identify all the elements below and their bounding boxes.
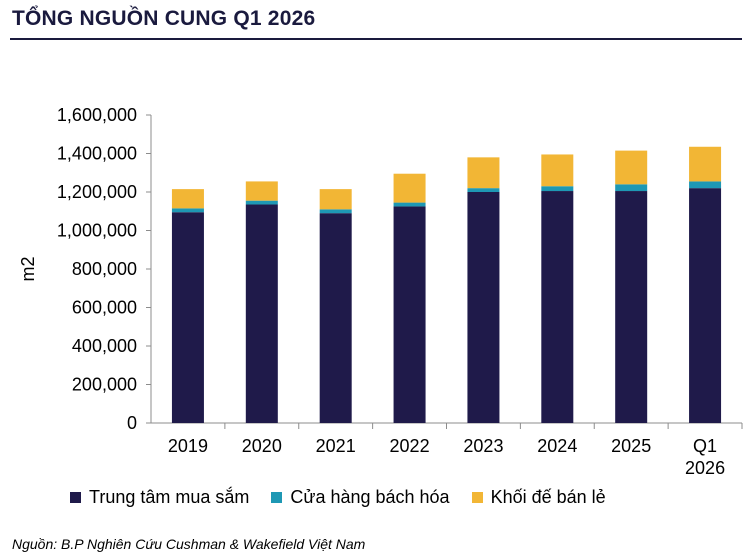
legend-swatch-shopping-mall [70, 492, 81, 503]
source-note: Nguồn: B.P Nghiên Cứu Cushman & Wakefiel… [12, 536, 366, 552]
legend-item-shopping-mall: Trung tâm mua sắm [70, 487, 249, 508]
bar-segment-retail-podium [615, 150, 648, 185]
legend-label-shopping-mall: Trung tâm mua sắm [89, 487, 250, 507]
y-tick-label: 1,400,000 [57, 144, 137, 164]
bar-segment-shopping-mall [319, 213, 352, 423]
y-tick-label: 800,000 [72, 259, 137, 279]
page-title: TỔNG NGUỒN CUNG Q1 2026 [12, 7, 316, 30]
x-tick-label: 2024 [537, 436, 577, 456]
bar-chart: 0 200,000 400,000 600,000 800,000 1,000,000 1,… [18, 105, 743, 478]
y-tick-label: 600,000 [72, 298, 137, 318]
y-tick-label: 1,200,000 [57, 182, 137, 202]
bar-segment-department-store [245, 200, 278, 205]
y-axis-title: m2 [18, 256, 38, 281]
bar-segment-retail-podium [393, 173, 426, 203]
x-tick-label: 2021 [316, 436, 356, 456]
y-tick-label: 1,000,000 [57, 221, 137, 241]
chart-legend: Trung tâm mua sắm Cửa hàng bách hóa Khối… [70, 487, 628, 508]
bar-segment-shopping-mall [393, 206, 426, 423]
x-tick-label: 2023 [463, 436, 503, 456]
bar-segment-retail-podium [171, 189, 204, 209]
bar-segment-department-store [615, 184, 648, 192]
y-tick-label: 1,600,000 [57, 105, 137, 125]
bar-segment-retail-podium [245, 181, 278, 201]
bar-segment-shopping-mall [245, 204, 278, 423]
x-tick-label: 2019 [168, 436, 208, 456]
bar-segment-shopping-mall [467, 192, 500, 423]
bar-segment-shopping-mall [171, 212, 204, 423]
legend-swatch-department-store [271, 492, 283, 503]
x-tick-label: 2025 [611, 436, 651, 456]
legend-swatch-retail-podium [471, 492, 483, 503]
legend-label-department-store: Cửa hàng bách hóa [290, 487, 450, 507]
bar-segment-shopping-mall [541, 191, 574, 423]
bar-segment-department-store [393, 202, 426, 207]
legend-label-retail-podium: Khối đế bán lẻ [490, 487, 606, 507]
x-tick-label: 2020 [242, 436, 282, 456]
title-underline [10, 38, 742, 40]
bar-segment-department-store [171, 208, 204, 213]
bar-segment-retail-podium [319, 189, 352, 210]
y-tick-label: 400,000 [72, 336, 137, 356]
bar-segment-shopping-mall [689, 188, 722, 423]
y-tick-label: 0 [127, 413, 137, 433]
bar-segment-retail-podium [467, 157, 500, 189]
legend-item-department-store: Cửa hàng bách hóa [271, 487, 450, 508]
bar-segment-retail-podium [689, 146, 722, 182]
bar-segment-department-store [541, 186, 574, 192]
x-tick-label: Q1 [693, 436, 717, 456]
bar-segment-department-store [467, 188, 500, 192]
bar-segment-department-store [689, 181, 722, 189]
bar-segment-department-store [319, 209, 352, 214]
legend-item-retail-podium: Khối đế bán lẻ [471, 487, 606, 508]
y-tick-label: 200,000 [72, 375, 137, 395]
bar-segment-shopping-mall [615, 191, 648, 423]
x-tick-label: 2022 [390, 436, 430, 456]
x-tick-label: 2026 [685, 458, 725, 478]
bar-segment-retail-podium [541, 154, 574, 187]
